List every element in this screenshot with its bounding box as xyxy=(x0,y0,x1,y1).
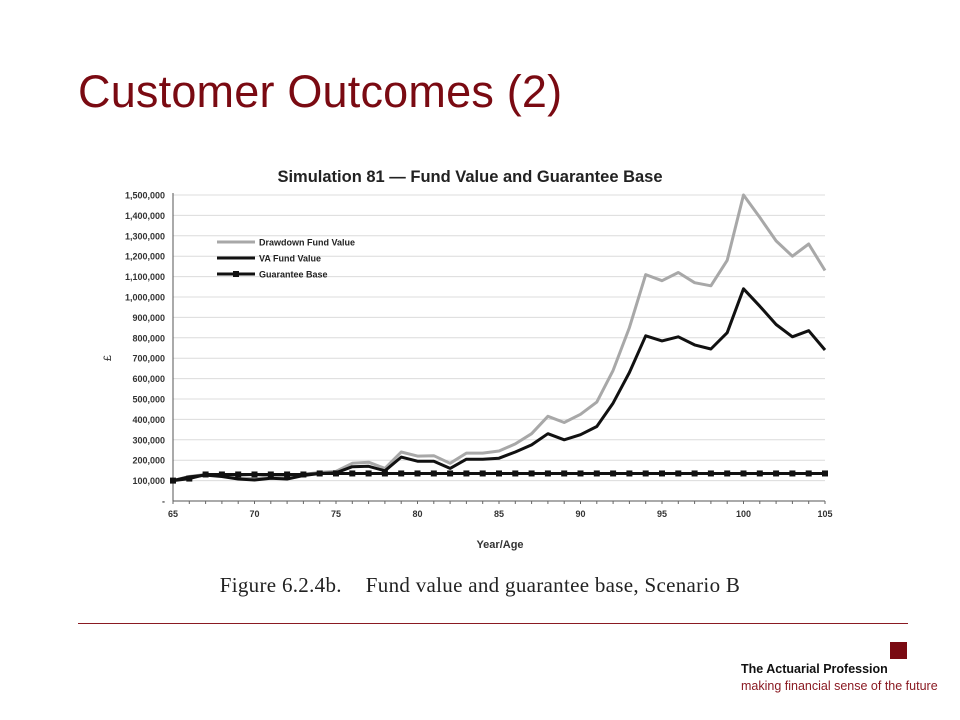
y-tick-label: 400,000 xyxy=(132,415,165,425)
legend: Drawdown Fund Value VA Fund Value Guarante… xyxy=(217,238,355,280)
x-axis-label: Year/Age xyxy=(476,539,523,551)
series-marker xyxy=(202,471,209,478)
series-marker xyxy=(235,471,242,478)
series-marker xyxy=(349,470,356,477)
x-tick-label: 90 xyxy=(575,509,585,519)
series-marker xyxy=(659,470,665,477)
y-tick-label: 600,000 xyxy=(132,374,165,384)
series-marker xyxy=(381,470,388,477)
y-tick-label: 1,000,000 xyxy=(125,293,165,303)
series-marker xyxy=(398,470,405,477)
y-axis-label: £ xyxy=(102,355,114,361)
series-marker xyxy=(316,470,323,477)
x-tick-label: 85 xyxy=(494,509,504,519)
series-marker xyxy=(707,470,714,477)
series-marker xyxy=(805,470,812,477)
series-marker xyxy=(186,475,193,482)
chart-title: Simulation 81 — Fund Value and Guarantee… xyxy=(277,168,662,186)
org-tagline: making financial sense of the future xyxy=(741,679,938,693)
series-marker xyxy=(170,477,176,484)
slide-title: Customer Outcomes (2) xyxy=(78,66,563,117)
series-marker xyxy=(365,470,372,477)
series-marker xyxy=(561,470,568,477)
legend-label: VA Fund Value xyxy=(259,254,321,264)
y-tick-label: 500,000 xyxy=(132,395,165,405)
y-tick-label: 800,000 xyxy=(132,333,165,343)
series-marker xyxy=(284,471,291,478)
series-marker xyxy=(430,470,437,477)
x-tick-label: 100 xyxy=(736,509,751,519)
series-marker xyxy=(479,470,486,477)
series-marker xyxy=(463,470,470,477)
y-tick-label: 1,300,000 xyxy=(125,231,165,241)
series-marker xyxy=(333,470,339,477)
legend-marker xyxy=(233,271,239,277)
series-marker xyxy=(691,470,698,477)
y-tick-label: 1,200,000 xyxy=(125,252,165,262)
series-marker xyxy=(577,470,584,477)
series-marker xyxy=(512,470,519,477)
series-marker xyxy=(610,470,617,477)
series-marker xyxy=(251,471,258,478)
series-marker xyxy=(267,471,274,478)
series-marker xyxy=(822,470,828,477)
x-tick-label: 75 xyxy=(331,509,341,519)
legend-label: Guarantee Base xyxy=(259,270,328,280)
series-marker xyxy=(773,470,780,477)
logo-square-icon xyxy=(890,642,907,659)
series-marker xyxy=(544,470,551,477)
y-tick-label: 1,100,000 xyxy=(125,272,165,282)
axes: - 100,000 200,000 300,000 400,000 500,000 600,… xyxy=(125,191,833,520)
series xyxy=(170,193,828,484)
series-marker xyxy=(756,470,763,477)
series-marker xyxy=(675,470,682,477)
y-tick-label: 700,000 xyxy=(132,354,165,364)
y-tick-label: 1,400,000 xyxy=(125,211,165,221)
series-marker xyxy=(789,470,796,477)
org-name: The Actuarial Profession xyxy=(741,662,888,676)
series-marker xyxy=(626,470,633,477)
x-tick-label: 80 xyxy=(412,509,422,519)
series-marker xyxy=(740,470,747,477)
series-marker xyxy=(414,470,421,477)
series-line-0 xyxy=(172,193,827,483)
x-tick-label: 95 xyxy=(657,509,667,519)
x-tick-label: 70 xyxy=(249,509,259,519)
y-tick-label: 300,000 xyxy=(132,435,165,445)
series-marker xyxy=(218,471,225,478)
y-tick-label: 100,000 xyxy=(132,476,165,486)
series-marker xyxy=(447,470,454,477)
series-marker xyxy=(724,470,731,477)
y-tick-label: 900,000 xyxy=(132,313,165,323)
x-tick-label: 65 xyxy=(168,509,178,519)
divider-rule xyxy=(78,623,908,624)
x-tick-label: 105 xyxy=(817,509,832,519)
y-tick-label: 200,000 xyxy=(132,456,165,466)
series-marker xyxy=(642,470,649,477)
y-tick-label: 1,500,000 xyxy=(125,191,165,201)
series-marker xyxy=(496,470,502,477)
figure-caption: Figure 6.2.4b. Fund value and guarantee b… xyxy=(0,573,960,598)
y-tick-label: - xyxy=(162,497,165,507)
series-line-1 xyxy=(172,287,827,483)
series-marker xyxy=(593,470,600,477)
legend-label: Drawdown Fund Value xyxy=(259,238,355,248)
caption-text: Fund value and guarantee base, Scenario … xyxy=(365,573,741,597)
series-marker xyxy=(528,470,535,477)
series-marker xyxy=(300,471,307,478)
caption-figure-number: Figure 6.2.4b. xyxy=(219,573,342,597)
